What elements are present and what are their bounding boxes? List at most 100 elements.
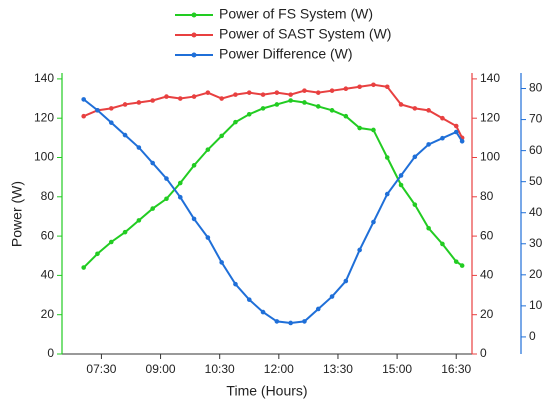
data-point — [288, 92, 293, 97]
y-tick-label: 80 — [480, 189, 494, 203]
x-tick-label: 13:30 — [323, 362, 353, 376]
legend-label: Power of FS System (W) — [219, 6, 373, 22]
data-point — [384, 191, 390, 197]
series-line — [82, 99, 463, 269]
legend-label: Power Difference (W) — [219, 46, 353, 62]
y-tick-label: 120 — [480, 110, 500, 124]
y-tick-label: 120 — [34, 110, 54, 124]
data-point — [357, 84, 362, 90]
data-point — [108, 120, 114, 125]
data-point — [459, 263, 465, 268]
data-point — [136, 100, 142, 105]
x-tick-label: 10:30 — [205, 362, 235, 376]
data-point — [343, 113, 349, 119]
data-point — [398, 102, 404, 107]
y-tick-label: 140 — [480, 71, 500, 85]
data-point — [108, 239, 114, 245]
data-point — [246, 297, 252, 302]
data-point — [371, 82, 376, 88]
data-point — [343, 278, 349, 284]
data-point — [122, 132, 128, 138]
data-point — [274, 90, 280, 95]
y-tick-label: 40 — [41, 268, 55, 282]
data-point — [177, 194, 183, 200]
data-point — [371, 219, 376, 225]
x-tick-label: 07:30 — [86, 362, 116, 376]
data-point — [108, 106, 114, 111]
data-point — [426, 108, 431, 113]
data-point — [329, 108, 335, 113]
data-point — [81, 97, 86, 102]
data-point — [274, 102, 280, 107]
y-tick-label: 0 — [480, 346, 487, 360]
data-point — [164, 94, 169, 99]
data-point — [412, 202, 418, 207]
legend-marker — [191, 52, 197, 58]
y-axis-title: Power (W) — [9, 181, 25, 247]
data-point — [288, 320, 293, 326]
data-point — [205, 147, 211, 152]
data-point — [384, 84, 390, 90]
y-tick-label: 40 — [529, 205, 543, 219]
data-point — [426, 142, 431, 147]
data-point — [315, 104, 321, 109]
legend-marker — [191, 12, 197, 18]
data-point — [177, 180, 183, 186]
y-tick-label: 50 — [529, 174, 543, 188]
y-tick-label: 20 — [529, 267, 543, 281]
data-point — [440, 115, 445, 121]
y-tick-label: 100 — [480, 150, 500, 164]
data-point — [412, 106, 418, 111]
data-point — [260, 309, 266, 315]
x-tick-label: 16:30 — [441, 362, 471, 376]
y-tick-label: 70 — [529, 112, 543, 126]
data-point — [191, 216, 197, 222]
data-point — [233, 281, 238, 287]
y-tick-label: 0 — [529, 329, 536, 343]
data-point — [246, 111, 252, 117]
data-point — [136, 218, 142, 223]
data-point — [205, 235, 211, 240]
data-point — [164, 176, 169, 181]
data-point — [122, 102, 128, 107]
data-point — [315, 306, 321, 312]
y-tick-label: 60 — [480, 228, 494, 242]
y-tick-label: 0 — [47, 346, 54, 360]
data-point — [302, 100, 307, 105]
data-point — [95, 251, 100, 257]
data-point — [398, 173, 404, 178]
data-point — [384, 155, 390, 160]
data-point — [412, 154, 418, 160]
data-point — [260, 106, 266, 111]
data-point — [191, 163, 197, 168]
data-point — [219, 133, 224, 139]
y-tick-label: 10 — [529, 298, 543, 312]
series-line — [83, 98, 463, 324]
y-tick-label: 20 — [480, 307, 494, 321]
y-tick-label: 80 — [41, 189, 55, 203]
data-point — [343, 86, 349, 92]
data-point — [329, 294, 335, 299]
data-point — [459, 139, 465, 144]
data-point — [329, 88, 335, 93]
data-point — [150, 206, 155, 211]
data-point — [164, 196, 169, 202]
y-tick-label: 40 — [480, 268, 494, 282]
data-point — [150, 160, 155, 166]
x-tick-label: 09:00 — [146, 362, 176, 376]
data-point — [233, 119, 238, 125]
data-point — [440, 241, 445, 247]
data-point — [398, 182, 404, 188]
data-point — [233, 92, 238, 97]
data-point — [219, 260, 224, 265]
data-point — [81, 113, 86, 119]
data-point — [219, 96, 224, 101]
data-point — [302, 319, 307, 324]
data-point — [453, 123, 459, 129]
data-point — [205, 90, 211, 95]
y-tick-label: 100 — [34, 150, 54, 164]
legend-label: Power of SAST System (W) — [219, 26, 391, 42]
series-line — [83, 83, 464, 139]
x-axis-title: Time (Hours) — [226, 383, 307, 399]
